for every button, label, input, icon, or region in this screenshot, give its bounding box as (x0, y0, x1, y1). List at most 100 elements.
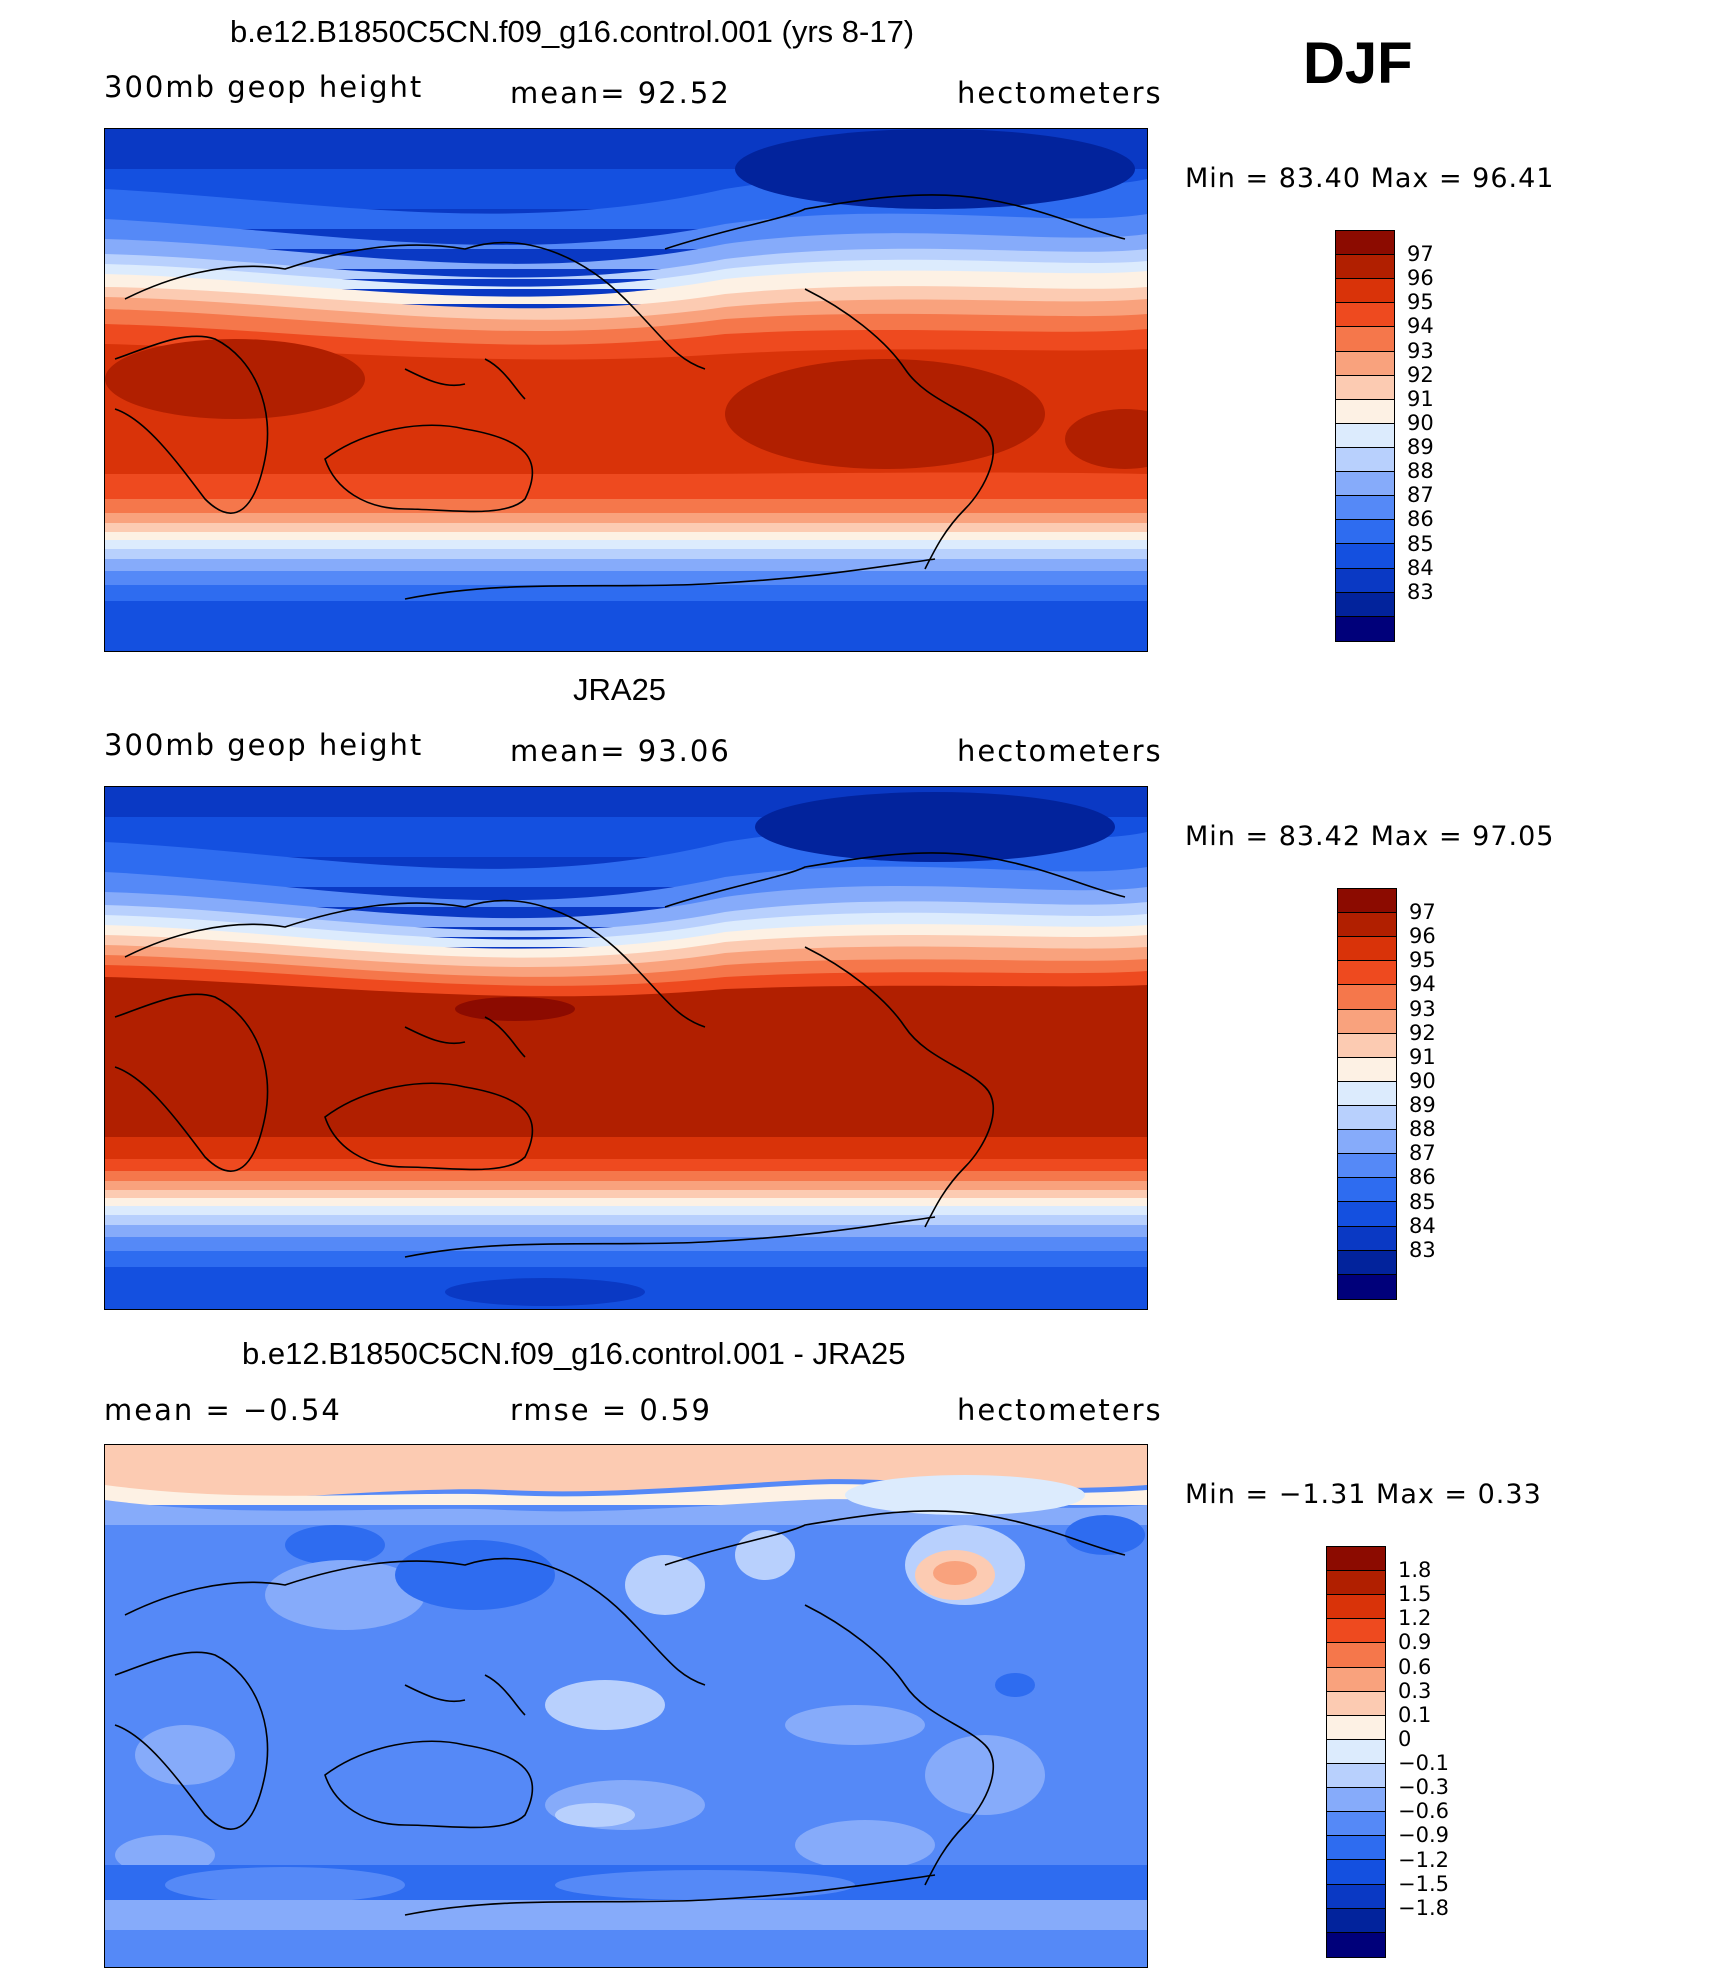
colorbar-swatch (1327, 1595, 1385, 1620)
colorbar-tick-label: 97 (1409, 900, 1436, 925)
colorbar-tick-label: 96 (1409, 924, 1436, 949)
colorbar-swatch (1327, 1763, 1385, 1789)
panel-2-colorbar-box (1337, 888, 1397, 1300)
colorbar-swatch (1327, 1860, 1385, 1885)
colorbar-tick-label: 0.1 (1398, 1702, 1432, 1727)
colorbar-swatch (1338, 1009, 1396, 1034)
colorbar-swatch (1327, 1643, 1385, 1668)
colorbar-swatch (1336, 520, 1394, 545)
colorbar-tick-label: 90 (1409, 1068, 1436, 1093)
colorbar-tick-label: 1.5 (1398, 1582, 1432, 1607)
colorbar-swatch (1336, 496, 1394, 521)
colorbar-swatch (1336, 231, 1394, 256)
colorbar-swatch (1336, 423, 1394, 448)
colorbar-tick-label: 89 (1409, 1093, 1436, 1118)
colorbar-tick-label: 83 (1409, 1237, 1436, 1262)
colorbar-tick-label: −0.3 (1398, 1775, 1449, 1800)
colorbar-tick-label: 96 (1407, 266, 1434, 291)
panel-1-minmax: Min = 83.40 Max = 96.41 (1185, 163, 1555, 194)
panel-3-units-label: hectometers (957, 1393, 1163, 1427)
colorbar-swatch (1338, 985, 1396, 1010)
colorbar-swatch (1338, 1057, 1396, 1082)
colorbar-tick-label: 85 (1407, 531, 1434, 556)
colorbar-tick-label: 0.6 (1398, 1654, 1432, 1679)
colorbar-swatch (1338, 1226, 1396, 1251)
panel-3-title: b.e12.B1850C5CN.f09_g16.control.001 - JR… (242, 1336, 906, 1371)
colorbar-swatch (1338, 1178, 1396, 1203)
colorbar-swatch (1336, 303, 1394, 328)
colorbar-tick-label: 86 (1409, 1165, 1436, 1190)
colorbar-tick-label: 95 (1409, 948, 1436, 973)
colorbar-swatch (1327, 1715, 1385, 1740)
colorbar-swatch (1338, 1250, 1396, 1275)
colorbar-swatch (1338, 961, 1396, 986)
colorbar-tick-label: 91 (1409, 1044, 1436, 1069)
colorbar-tick-label: 97 (1407, 242, 1434, 267)
colorbar-tick-label: 0.9 (1398, 1630, 1432, 1655)
colorbar-swatch (1338, 1130, 1396, 1155)
panel-3-mean-label: mean = −0.54 (104, 1393, 342, 1427)
colorbar-tick-label: 91 (1407, 386, 1434, 411)
colorbar-swatch (1327, 1932, 1385, 1957)
colorbar-tick-label: −0.1 (1398, 1751, 1449, 1776)
colorbar-swatch (1327, 1836, 1385, 1861)
panel-3-rmse-label: rmse = 0.59 (510, 1393, 712, 1427)
colorbar-tick-label: 84 (1409, 1213, 1436, 1238)
panel-3-contour-map (105, 1445, 1147, 1967)
colorbar-swatch (1336, 279, 1394, 304)
colorbar-swatch (1327, 1619, 1385, 1644)
colorbar-swatch (1336, 327, 1394, 352)
colorbar-swatch (1327, 1812, 1385, 1837)
colorbar-tick-label: 86 (1407, 507, 1434, 532)
colorbar-tick-label: 0 (1398, 1726, 1412, 1751)
colorbar-tick-label: 92 (1409, 1020, 1436, 1045)
colorbar-tick-label: 84 (1407, 555, 1434, 580)
colorbar-tick-label: −1.8 (1398, 1895, 1449, 1920)
colorbar-tick-label: 1.2 (1398, 1606, 1432, 1631)
colorbar-tick-label: 85 (1409, 1189, 1436, 1214)
colorbar-swatch (1327, 1691, 1385, 1716)
colorbar-swatch (1336, 544, 1394, 569)
colorbar-tick-label: 95 (1407, 290, 1434, 315)
colorbar-tick-label: 90 (1407, 410, 1434, 435)
panel-2-minmax: Min = 83.42 Max = 97.05 (1185, 821, 1555, 852)
colorbar-swatch (1338, 913, 1396, 938)
colorbar-tick-label: 88 (1409, 1117, 1436, 1142)
colorbar-swatch (1336, 568, 1394, 593)
panel-2-map (104, 786, 1148, 1310)
colorbar-swatch (1336, 472, 1394, 497)
season-label: DJF (1303, 31, 1413, 96)
colorbar-swatch (1327, 1667, 1385, 1692)
colorbar-swatch (1338, 1154, 1396, 1179)
colorbar-swatch (1338, 889, 1396, 914)
panel-2-contour-map (105, 787, 1147, 1309)
colorbar-swatch (1338, 1033, 1396, 1058)
colorbar-swatch (1338, 1105, 1396, 1131)
colorbar-tick-label: 88 (1407, 459, 1434, 484)
colorbar-swatch (1338, 1274, 1396, 1299)
colorbar-tick-label: 94 (1409, 972, 1436, 997)
colorbar-swatch (1336, 375, 1394, 400)
colorbar-swatch (1336, 399, 1394, 424)
panel-2-units-label: hectometers (957, 734, 1163, 768)
panel-1-units-label: hectometers (957, 76, 1163, 110)
colorbar-swatch (1327, 1739, 1385, 1764)
panel-3-minmax: Min = −1.31 Max = 0.33 (1185, 1479, 1542, 1510)
colorbar-tick-label: 87 (1407, 483, 1434, 508)
colorbar-tick-label: 93 (1407, 338, 1434, 363)
colorbar-tick-label: 87 (1409, 1141, 1436, 1166)
colorbar-tick-label: 94 (1407, 314, 1434, 339)
colorbar-tick-label: 0.3 (1398, 1678, 1432, 1703)
panel-1-mean-label: mean= 92.52 (510, 76, 731, 110)
panel-1-map (104, 128, 1148, 652)
colorbar-tick-label: 83 (1407, 579, 1434, 604)
colorbar-tick-label: 93 (1409, 996, 1436, 1021)
colorbar-tick-label: −0.6 (1398, 1799, 1449, 1824)
colorbar-swatch (1336, 255, 1394, 280)
colorbar-swatch (1338, 937, 1396, 962)
panel-2-variable-label: 300mb geop height (104, 728, 424, 762)
colorbar-swatch (1327, 1571, 1385, 1596)
panel-1-variable-label: 300mb geop height (104, 70, 424, 104)
colorbar-swatch (1336, 447, 1394, 473)
colorbar-swatch (1336, 616, 1394, 641)
